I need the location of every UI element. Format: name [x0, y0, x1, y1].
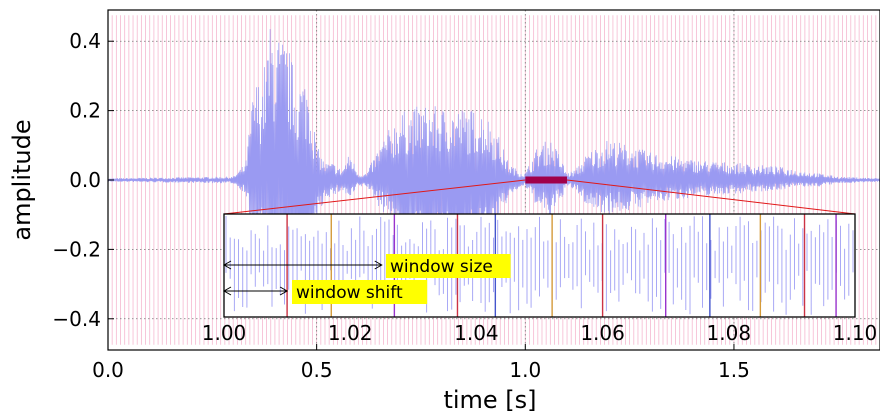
- x-tick-label: 1.5: [718, 358, 750, 382]
- inset-x-tick-label: 1.08: [707, 321, 752, 345]
- zoom-highlight: [525, 176, 568, 184]
- waveform-line: [107, 29, 880, 305]
- zoom-connector-left: [223, 179, 526, 215]
- inset-x-tick-label: 1.00: [202, 321, 247, 345]
- inset-x-tick-label: 1.04: [454, 321, 499, 345]
- y-tick-label: −0.2: [52, 237, 101, 261]
- y-tick-label: −0.4: [52, 307, 101, 331]
- y-tick-label: 0.2: [69, 99, 101, 123]
- x-tick-label: 0.0: [92, 358, 124, 382]
- annotation-label-background: [386, 254, 511, 278]
- zoom-connector-right: [566, 179, 856, 215]
- y-axis-ticks: 0.4 0.2 0.0 −0.2 −0.4: [52, 29, 114, 331]
- x-axis-label: time [s]: [443, 386, 536, 414]
- annotation-arrowhead-right: [374, 260, 383, 270]
- x-tick-label: 1.0: [509, 358, 541, 382]
- inset-x-tick-label: 1.06: [580, 321, 625, 345]
- inset-x-tick-label: 1.10: [833, 321, 878, 345]
- annotation-arrowhead-left: [222, 260, 232, 270]
- annotation-arrowhead-left: [222, 286, 232, 296]
- inset-x-tick-label: 1.02: [328, 321, 373, 345]
- annotation-arrowhead-right: [279, 286, 289, 296]
- annotation-label-background: [292, 280, 428, 304]
- waveform-series: [107, 29, 880, 305]
- y-tick-label: 0.4: [69, 29, 101, 53]
- annotation-label: window size: [390, 257, 493, 277]
- y-axis-label: amplitude: [8, 119, 36, 240]
- x-axis-ticks: 0.0 0.5 1.0 1.5: [92, 344, 750, 382]
- annotation-label: window shift: [296, 283, 403, 303]
- zoom-region-marker: [525, 176, 568, 184]
- zoom-inset: 1.00 1.02 1.04 1.06 1.08 1.10 window size windo…: [202, 179, 878, 345]
- x-tick-label: 0.5: [301, 358, 333, 382]
- y-tick-label: 0.0: [69, 168, 101, 192]
